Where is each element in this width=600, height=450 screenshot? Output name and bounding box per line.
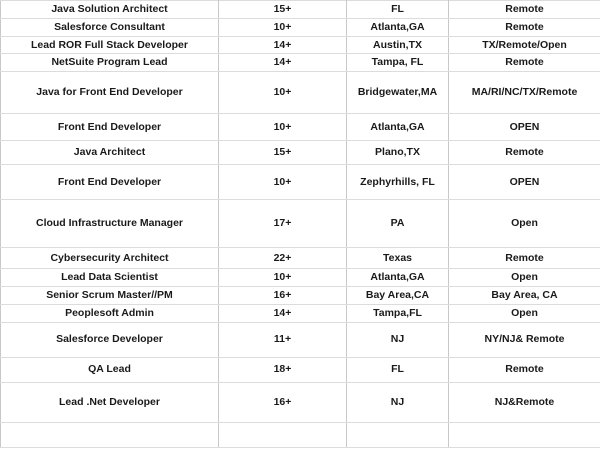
cell-role: Front End Developer (0, 113, 219, 142)
table-row: Cloud Infrastructure Manager 17+ PA Open (0, 199, 600, 249)
cell-status: Open (448, 268, 600, 287)
cell-exp: 18+ (218, 356, 347, 383)
cell-status (448, 421, 600, 448)
cell-loc: Bay Area,CA (346, 285, 449, 305)
cell-status: Open (448, 199, 600, 249)
cell-loc (346, 421, 449, 448)
cell-status: Bay Area, CA (448, 285, 600, 305)
cell-loc: Tampa,FL (346, 303, 449, 323)
cell-role: Lead .Net Developer (0, 381, 219, 423)
cell-status: OPEN (448, 113, 600, 142)
table-row: Lead .Net Developer 16+ NJ NJ&Remote (0, 381, 600, 423)
cell-role: NetSuite Program Lead (0, 53, 219, 73)
cell-exp: 10+ (218, 17, 347, 37)
cell-exp: 17+ (218, 199, 347, 249)
cell-loc: PA (346, 199, 449, 249)
cell-exp: 14+ (218, 303, 347, 323)
cell-loc: FL (346, 0, 449, 19)
cell-role: Lead Data Scientist (0, 268, 219, 287)
cell-role: Senior Scrum Master//PM (0, 285, 219, 305)
cell-role: Cybersecurity Architect (0, 247, 219, 270)
cell-loc: Atlanta,GA (346, 17, 449, 37)
cell-status: NJ&Remote (448, 381, 600, 423)
cell-loc: Texas (346, 247, 449, 270)
cell-role (0, 421, 219, 448)
cell-exp: 10+ (218, 71, 347, 115)
table-row: NetSuite Program Lead 14+ Tampa, FL Remote (0, 53, 600, 73)
cell-exp: 16+ (218, 285, 347, 305)
table-row: Front End Developer 10+ Zephyrhills, FL OPE… (0, 164, 600, 201)
cell-role: Peoplesoft Admin (0, 303, 219, 323)
table-row: Lead Data Scientist 10+ Atlanta,GA Open (0, 268, 600, 287)
cell-role: Salesforce Consultant (0, 17, 219, 37)
cell-exp: 15+ (218, 140, 347, 166)
cell-loc: Plano,TX (346, 140, 449, 166)
cell-role: QA Lead (0, 356, 219, 383)
cell-status: Remote (448, 247, 600, 270)
table-row: Peoplesoft Admin 14+ Tampa,FL Open (0, 303, 600, 323)
cell-loc: NJ (346, 381, 449, 423)
table-row: Front End Developer 10+ Atlanta,GA OPEN (0, 113, 600, 142)
cell-exp: 15+ (218, 0, 347, 19)
table-row: Java for Front End Developer 10+ Bridgewat… (0, 71, 600, 115)
cell-loc: Tampa, FL (346, 53, 449, 73)
cell-exp: 10+ (218, 113, 347, 142)
cell-role: Front End Developer (0, 164, 219, 201)
table-row: Salesforce Developer 11+ NJ NY/NJ& Remote (0, 321, 600, 358)
table-row: Lead ROR Full Stack Developer 14+ Austin,T… (0, 35, 600, 55)
cell-loc: Bridgewater,MA (346, 71, 449, 115)
cell-loc: Zephyrhills, FL (346, 164, 449, 201)
table-row: Cybersecurity Architect 22+ Texas Remote (0, 247, 600, 270)
cell-status: Remote (448, 140, 600, 166)
table-row: Senior Scrum Master//PM 16+ Bay Area,CA Bay… (0, 285, 600, 305)
cell-loc: FL (346, 356, 449, 383)
cell-exp: 16+ (218, 381, 347, 423)
table-row: QA Lead 18+ FL Remote (0, 356, 600, 383)
cell-loc: Atlanta,GA (346, 113, 449, 142)
table-row: Java Solution Architect 15+ FL Remote (0, 0, 600, 19)
cell-exp: 10+ (218, 164, 347, 201)
cell-exp: 14+ (218, 35, 347, 55)
cell-status: TX/Remote/Open (448, 35, 600, 55)
cell-role: Java Solution Architect (0, 0, 219, 19)
cell-status: OPEN (448, 164, 600, 201)
table-row: Salesforce Consultant 10+ Atlanta,GA Remote (0, 17, 600, 37)
cell-status: Remote (448, 17, 600, 37)
cell-status: Open (448, 303, 600, 323)
cell-exp: 11+ (218, 321, 347, 358)
cell-role: Java for Front End Developer (0, 71, 219, 115)
table-row (0, 421, 600, 448)
cell-loc: Atlanta,GA (346, 268, 449, 287)
cell-role: Cloud Infrastructure Manager (0, 199, 219, 249)
cell-status: Remote (448, 0, 600, 19)
cell-exp: 14+ (218, 53, 347, 73)
cell-loc: Austin,TX (346, 35, 449, 55)
cell-role: Lead ROR Full Stack Developer (0, 35, 219, 55)
cell-role: Salesforce Developer (0, 321, 219, 358)
cell-status: MA/RI/NC/TX/Remote (448, 71, 600, 115)
cell-status: Remote (448, 53, 600, 73)
cell-status: NY/NJ& Remote (448, 321, 600, 358)
cell-exp: 22+ (218, 247, 347, 270)
cell-status: Remote (448, 356, 600, 383)
cell-exp (218, 421, 347, 448)
cell-loc: NJ (346, 321, 449, 358)
cell-exp: 10+ (218, 268, 347, 287)
cell-role: Java Architect (0, 140, 219, 166)
table-row: Java Architect 15+ Plano,TX Remote (0, 140, 600, 166)
